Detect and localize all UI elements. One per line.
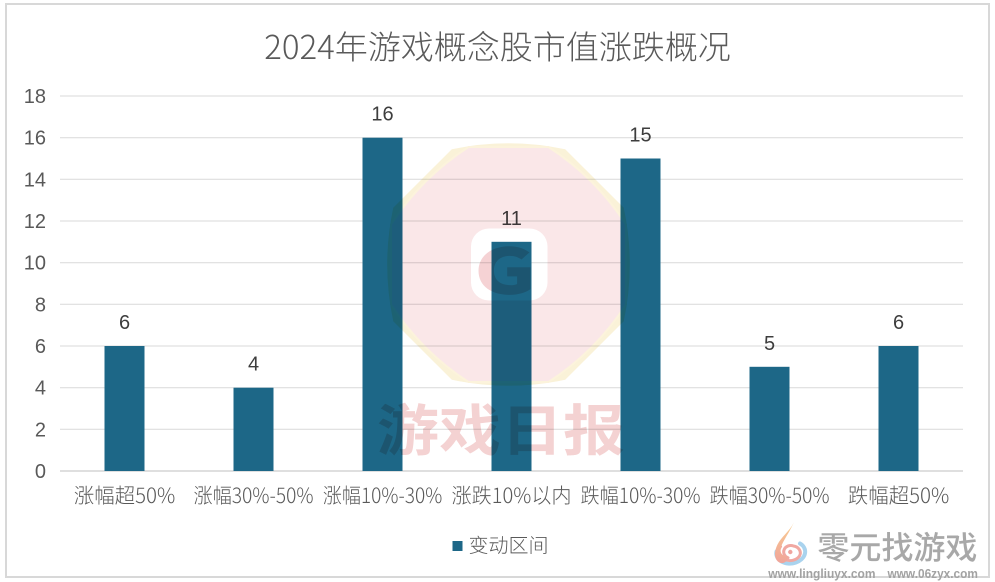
svg-text:www.lingliuyx.com: www.lingliuyx.com xyxy=(767,567,875,581)
svg-text:18: 18 xyxy=(24,86,46,108)
svg-text:12: 12 xyxy=(24,211,46,233)
svg-text:6: 6 xyxy=(119,312,130,334)
svg-text:15: 15 xyxy=(629,125,651,147)
svg-text:4: 4 xyxy=(35,378,46,400)
svg-text:6: 6 xyxy=(35,336,46,358)
svg-text:6: 6 xyxy=(893,312,904,334)
svg-text:www.06zyx.com: www.06zyx.com xyxy=(887,567,978,581)
svg-text:10: 10 xyxy=(24,253,46,275)
svg-text:5: 5 xyxy=(764,333,775,355)
svg-text:8: 8 xyxy=(35,294,46,316)
svg-text:16: 16 xyxy=(24,128,46,150)
svg-text:0: 0 xyxy=(35,461,46,483)
svg-text:14: 14 xyxy=(24,169,46,191)
svg-text:16: 16 xyxy=(371,104,393,126)
svg-text:4: 4 xyxy=(248,354,259,376)
svg-text:2: 2 xyxy=(35,419,46,441)
